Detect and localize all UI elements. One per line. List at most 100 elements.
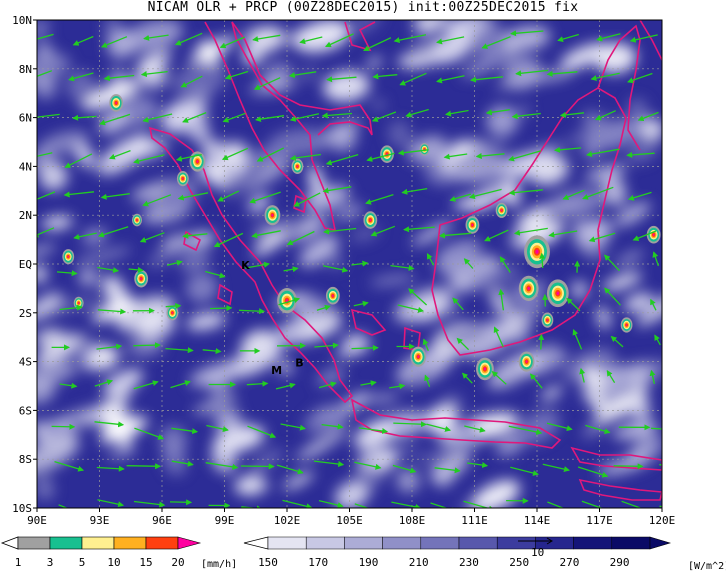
lat-tick-label: 8S (19, 453, 32, 466)
wind-vector (582, 186, 614, 200)
wind-vector (539, 252, 546, 268)
wind-vector (143, 34, 169, 41)
coastline-indochina (231, 21, 373, 136)
cloud-patch (37, 20, 50, 37)
wind-vector (202, 348, 222, 355)
cloud-patch (472, 24, 506, 56)
axis-ticks: 10N 8N 6N 4N 2N EQ 2S 4S 6S 8S 10S 90E 93E 96E 99E 102… (12, 14, 675, 527)
wind-vector (142, 194, 172, 207)
wind-vector (165, 347, 194, 354)
precip-legend-label: 20 (171, 556, 184, 569)
cloud-patch (295, 429, 349, 461)
wind-vector (37, 227, 55, 238)
olr-colorbar-low-end (243, 536, 269, 550)
wind-vector (224, 70, 249, 80)
olr-colorbar-swatch (573, 536, 613, 550)
cloud-patch (155, 178, 198, 213)
wind-vector (182, 232, 208, 239)
cloud-patch (350, 226, 380, 242)
cloud-patch (262, 62, 293, 84)
wind-vector (430, 502, 458, 508)
cloud-patch (37, 292, 63, 321)
wind-vector (177, 192, 209, 201)
wind-vector (403, 226, 435, 233)
lat-tick-label: 6S (19, 404, 32, 417)
wind-vector (278, 297, 301, 306)
precip-cell (332, 294, 334, 297)
cloud-patch (560, 42, 610, 70)
latitude-labels: 10N 8N 6N 4N 2N EQ 2S 4S 6S 8S 10S (12, 14, 37, 515)
wind-vector (562, 189, 585, 200)
wind-vector (511, 112, 541, 120)
wind-vector (51, 423, 76, 430)
cloud-patch (37, 265, 48, 283)
wind-vector (37, 152, 53, 157)
cloud-patch (115, 296, 175, 332)
coastline-mentawai (217, 283, 233, 306)
wind-vector (610, 335, 624, 348)
cloud-patch (252, 232, 286, 257)
map-plot-area: K MB (36, 19, 663, 509)
cloud-patch (37, 333, 83, 367)
wind-vector (579, 367, 586, 383)
wind-vector (590, 72, 620, 82)
wind-vector (59, 304, 83, 311)
wind-vector (170, 380, 191, 389)
wind-vector (461, 372, 473, 384)
cloud-patch (202, 140, 219, 155)
precipitation-colorbar (0, 536, 202, 550)
wind-vector (321, 423, 344, 430)
wind-vector (363, 37, 392, 51)
cloud-patch (103, 369, 143, 396)
wind-vector (577, 466, 609, 478)
lon-tick-label: 105E (336, 514, 363, 527)
wind-vector (596, 33, 621, 42)
wind-vector (54, 460, 85, 472)
wind-vector (566, 297, 581, 312)
wind-vector (240, 463, 275, 470)
wind-vector (323, 227, 357, 235)
precipitation-unit: [mm/h] (201, 559, 237, 570)
precip-cell (136, 219, 138, 221)
cloud-patch (268, 128, 332, 157)
wind-vector (397, 304, 425, 313)
wind-vector (445, 109, 469, 117)
coastline-vietnam (344, 21, 376, 52)
lon-tick-label: 114E (524, 514, 551, 527)
cloud-patch (362, 446, 419, 458)
olr-legend-label: 150 (258, 556, 278, 569)
precip-cell (369, 218, 372, 222)
precip-legend-label: 5 (79, 556, 86, 569)
cloud-patch (186, 312, 226, 330)
wind-vector (64, 153, 93, 168)
wind-vector (547, 501, 576, 508)
wind-vector (326, 76, 357, 83)
wind-vector (546, 70, 578, 77)
longitude-labels: 90E 93E 96E 99E 102E 105E 108E 111E 114E 117E 120E (27, 508, 675, 527)
lon-tick-label: 111E (461, 514, 488, 527)
wind-vector (97, 266, 120, 274)
coastline-malay-peninsula (204, 21, 337, 232)
cloud-patch (81, 80, 142, 110)
wind-vector (581, 500, 613, 508)
lat-tick-label: 4N (19, 160, 32, 173)
precip-cell (546, 319, 549, 322)
cloud-patch (37, 361, 78, 388)
wind-vector (585, 424, 611, 434)
wind-vector (351, 260, 369, 267)
lat-tick-label: 10S (12, 502, 32, 515)
wind-vector (513, 227, 548, 236)
cloud-patch (299, 235, 339, 267)
cloud-patch (639, 118, 662, 141)
wind-vector (493, 326, 504, 348)
olr-cloud-field (37, 20, 662, 508)
coastline-sumatra (148, 126, 354, 404)
wind-vector (389, 383, 406, 390)
cloud-patch (37, 131, 89, 156)
precip-cell (625, 324, 628, 326)
station-marker-m: M (271, 364, 282, 377)
wind-vector (456, 337, 470, 351)
wind-vector (594, 110, 616, 121)
wind-vector (463, 258, 474, 269)
cloud-patch (308, 165, 323, 195)
